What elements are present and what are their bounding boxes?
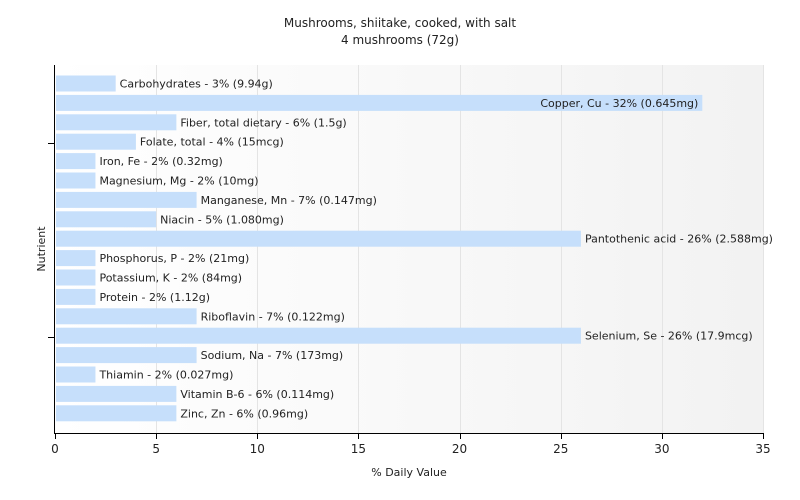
bar	[56, 191, 197, 208]
axes	[48, 65, 763, 434]
bar	[56, 308, 197, 325]
y-axis-title: Nutrient	[35, 226, 48, 272]
bar-label: Carbohydrates - 3% (9.94g)	[120, 78, 273, 91]
bar	[56, 211, 157, 228]
bar-label: Manganese, Mn - 7% (0.147mg)	[201, 194, 377, 207]
bar-label: Zinc, Zn - 6% (0.96mg)	[180, 407, 308, 420]
bar	[56, 133, 136, 150]
chart-title-group: Mushrooms, shiitake, cooked, with salt 4…	[284, 16, 517, 47]
bar	[56, 94, 703, 111]
bar-label: Thiamin - 2% (0.027mg)	[98, 369, 233, 382]
bar-label: Vitamin B-6 - 6% (0.114mg)	[180, 388, 334, 401]
bar-label: Potassium, K - 2% (84mg)	[99, 272, 242, 285]
bar-label: Selenium, Se - 26% (17.9mcg)	[585, 330, 753, 343]
x-tick-label: 35	[755, 442, 770, 456]
x-axis-ticks: 0 5 10 15 20 25 30 35	[51, 433, 771, 456]
x-tick-label: 0	[51, 442, 59, 456]
bar-label: Pantothenic acid - 26% (2.588mg)	[585, 233, 773, 246]
bar-label: Iron, Fe - 2% (0.32mg)	[99, 155, 222, 168]
bar	[56, 366, 96, 383]
bar	[56, 172, 96, 189]
bar-label: Fiber, total dietary - 6% (1.5g)	[180, 116, 346, 129]
bar	[56, 288, 96, 305]
bar-label: Sodium, Na - 7% (173mg)	[201, 349, 344, 362]
chart-title: Mushrooms, shiitake, cooked, with salt	[284, 16, 517, 30]
x-tick-label: 5	[152, 442, 160, 456]
bar	[56, 114, 177, 131]
bar-label: Riboflavin - 7% (0.122mg)	[201, 310, 345, 323]
bar	[56, 405, 177, 422]
bar-label: Niacin - 5% (1.080mg)	[160, 213, 284, 226]
bar-label: Magnesium, Mg - 2% (10mg)	[99, 175, 258, 188]
bar	[56, 250, 96, 267]
bar	[56, 347, 197, 364]
chart-subtitle: 4 mushrooms (72g)	[341, 33, 459, 47]
bar	[56, 153, 96, 170]
x-axis-title: % Daily Value	[371, 466, 447, 479]
bar-label: Protein - 2% (1.12g)	[99, 291, 210, 304]
bar-label: Folate, total - 4% (15mcg)	[140, 136, 284, 149]
x-tick-label: 15	[351, 442, 366, 456]
bar-labels: Carbohydrates - 3% (9.94g) Copper, Cu - 3…	[98, 78, 773, 421]
bar	[56, 385, 177, 402]
bar	[56, 230, 581, 247]
bar	[56, 75, 116, 92]
x-tick-label: 20	[452, 442, 467, 456]
bar	[56, 269, 96, 286]
x-tick-label: 10	[250, 442, 265, 456]
x-tick-label: 25	[553, 442, 568, 456]
bar	[56, 327, 581, 344]
x-tick-label: 30	[654, 442, 669, 456]
bar-label: Phosphorus, P - 2% (21mg)	[99, 252, 249, 265]
bar-label: Copper, Cu - 32% (0.645mg)	[540, 97, 698, 110]
bars	[56, 75, 703, 422]
